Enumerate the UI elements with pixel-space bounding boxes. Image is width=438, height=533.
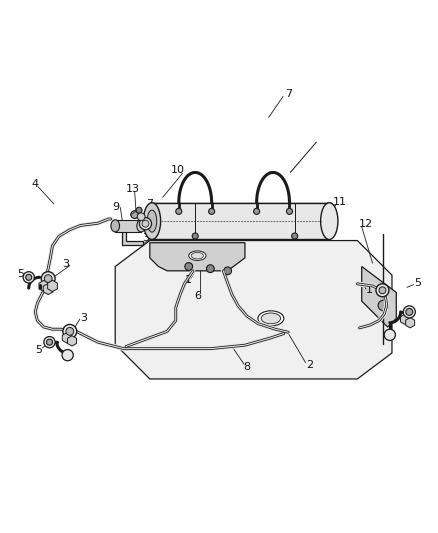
Text: 7: 7 bbox=[285, 88, 292, 99]
Polygon shape bbox=[406, 318, 415, 328]
Circle shape bbox=[66, 327, 74, 335]
Circle shape bbox=[403, 306, 415, 318]
Circle shape bbox=[44, 274, 52, 282]
Text: 2: 2 bbox=[306, 360, 313, 370]
Circle shape bbox=[62, 350, 73, 361]
FancyBboxPatch shape bbox=[115, 220, 141, 232]
Text: 12: 12 bbox=[359, 219, 373, 229]
Circle shape bbox=[23, 272, 34, 283]
Text: 4: 4 bbox=[32, 179, 39, 189]
Circle shape bbox=[378, 300, 389, 311]
Circle shape bbox=[63, 325, 77, 338]
Polygon shape bbox=[400, 314, 410, 325]
Ellipse shape bbox=[261, 313, 281, 324]
Text: 1: 1 bbox=[366, 285, 373, 295]
FancyBboxPatch shape bbox=[152, 203, 329, 239]
Circle shape bbox=[176, 208, 182, 214]
Circle shape bbox=[46, 339, 53, 345]
Polygon shape bbox=[67, 336, 77, 346]
Text: 5: 5 bbox=[18, 269, 25, 279]
Polygon shape bbox=[150, 243, 245, 271]
Text: 13: 13 bbox=[126, 184, 140, 193]
Circle shape bbox=[254, 208, 260, 214]
Circle shape bbox=[41, 272, 55, 286]
Circle shape bbox=[379, 287, 386, 294]
Ellipse shape bbox=[147, 210, 157, 232]
Circle shape bbox=[136, 207, 142, 213]
Text: 6: 6 bbox=[195, 291, 202, 301]
Ellipse shape bbox=[191, 253, 203, 259]
Polygon shape bbox=[122, 223, 143, 245]
Circle shape bbox=[406, 309, 413, 316]
Text: 5: 5 bbox=[414, 278, 421, 288]
Circle shape bbox=[206, 265, 214, 272]
Text: 8: 8 bbox=[244, 362, 251, 372]
Circle shape bbox=[376, 284, 389, 297]
Circle shape bbox=[44, 336, 55, 348]
Text: 3: 3 bbox=[81, 313, 88, 324]
Ellipse shape bbox=[189, 251, 206, 261]
Ellipse shape bbox=[111, 220, 120, 232]
Text: 5: 5 bbox=[35, 344, 42, 354]
Circle shape bbox=[137, 213, 145, 221]
Circle shape bbox=[292, 233, 298, 239]
Circle shape bbox=[192, 233, 198, 239]
Ellipse shape bbox=[321, 203, 338, 239]
Polygon shape bbox=[362, 266, 396, 327]
Circle shape bbox=[208, 208, 215, 214]
Circle shape bbox=[139, 217, 152, 230]
Polygon shape bbox=[48, 280, 57, 292]
Circle shape bbox=[26, 274, 32, 280]
Text: 3: 3 bbox=[62, 260, 69, 269]
Ellipse shape bbox=[143, 203, 161, 239]
Circle shape bbox=[131, 211, 138, 219]
Ellipse shape bbox=[137, 220, 145, 232]
Circle shape bbox=[142, 220, 149, 227]
Polygon shape bbox=[39, 280, 49, 292]
Text: 7: 7 bbox=[146, 199, 153, 209]
Circle shape bbox=[286, 208, 293, 214]
Circle shape bbox=[224, 267, 232, 274]
Polygon shape bbox=[43, 284, 53, 295]
Text: 3: 3 bbox=[142, 233, 149, 244]
Polygon shape bbox=[115, 240, 392, 379]
Text: 10: 10 bbox=[171, 166, 185, 175]
Text: 1: 1 bbox=[184, 276, 191, 285]
Text: 9: 9 bbox=[113, 202, 120, 212]
Ellipse shape bbox=[258, 311, 284, 326]
Circle shape bbox=[185, 263, 193, 270]
Circle shape bbox=[384, 329, 396, 341]
Text: 11: 11 bbox=[333, 198, 347, 207]
Polygon shape bbox=[62, 333, 71, 343]
